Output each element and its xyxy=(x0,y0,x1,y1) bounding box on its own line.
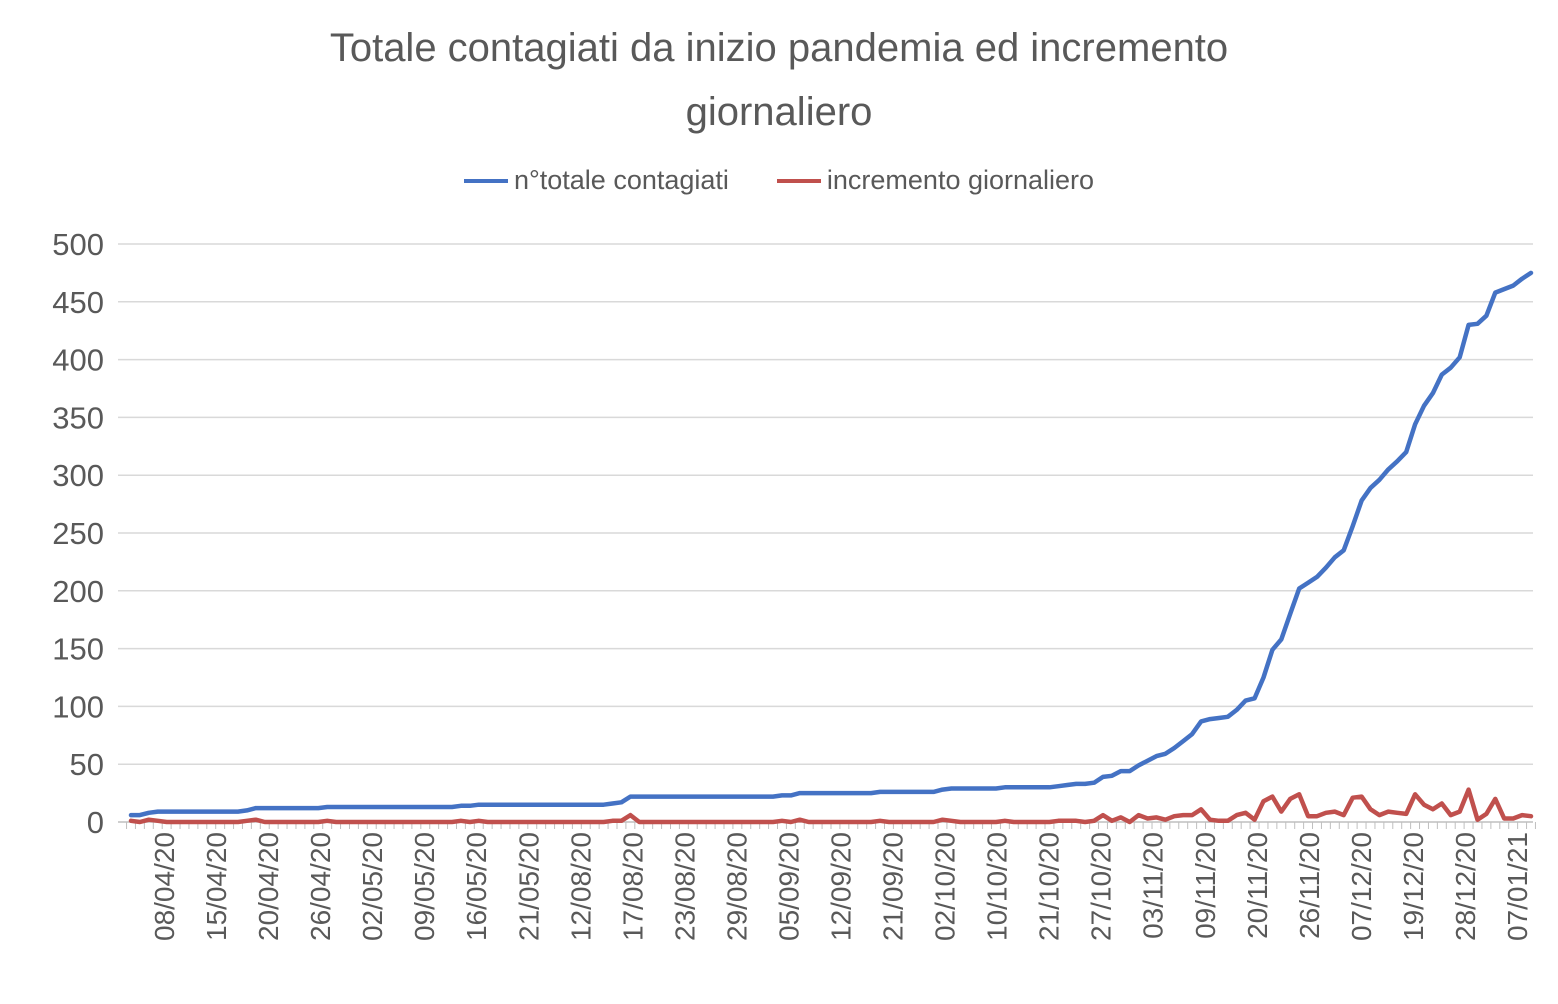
y-tick-label: 50 xyxy=(70,747,104,782)
x-tick-label: 07/01/21 xyxy=(1502,832,1533,941)
x-tick-label: 03/11/20 xyxy=(1138,832,1169,939)
legend-swatch-blue xyxy=(463,178,508,183)
x-tick-label: 26/04/20 xyxy=(305,832,336,941)
x-tick-label: 20/11/20 xyxy=(1242,832,1273,939)
x-tick-label: 02/05/20 xyxy=(357,832,388,941)
x-tick-label: 02/10/20 xyxy=(930,832,961,941)
x-tick-label: 26/11/20 xyxy=(1294,832,1325,939)
x-tick-label: 20/04/20 xyxy=(253,832,284,941)
legend-label-totale: n°totale contagiati xyxy=(513,165,729,195)
x-tick-label: 09/05/20 xyxy=(409,832,440,941)
series-line-incremento-giornaliero xyxy=(128,787,1534,825)
y-tick-label: 100 xyxy=(52,689,104,724)
x-tick-label: 23/08/20 xyxy=(669,832,700,941)
x-tick-label: 08/04/20 xyxy=(149,832,180,941)
series-line-totale-contagiati xyxy=(128,270,1534,818)
legend-label-incremento: incremento giornaliero xyxy=(826,165,1095,195)
x-tick-label: 29/08/20 xyxy=(721,832,752,941)
x-tick-label: 12/09/20 xyxy=(826,832,857,941)
y-tick-label: 150 xyxy=(52,632,104,667)
legend-swatch-red xyxy=(776,178,821,183)
legend: n°totale contagiati incremento giornalie… xyxy=(0,165,1558,196)
x-tick-label: 07/12/20 xyxy=(1346,832,1377,941)
x-tick-label: 27/10/20 xyxy=(1086,832,1117,941)
y-tick-label: 0 xyxy=(87,805,104,840)
x-tick-label: 16/05/20 xyxy=(461,832,492,941)
x-tick-label: 19/12/20 xyxy=(1398,832,1429,941)
y-tick-label: 400 xyxy=(52,343,104,378)
x-tick-label: 21/10/20 xyxy=(1034,832,1065,941)
y-tick-label: 350 xyxy=(52,400,104,435)
legend-item-incremento: incremento giornaliero xyxy=(776,165,1095,196)
y-tick-label: 300 xyxy=(52,458,104,493)
x-tick-label: 10/10/20 xyxy=(982,832,1013,941)
x-tick-label: 12/08/20 xyxy=(565,832,596,941)
legend-item-totale: n°totale contagiati xyxy=(463,165,729,196)
y-tick-label: 200 xyxy=(52,574,104,609)
x-tick-label: 21/09/20 xyxy=(878,832,909,941)
chart-title-line-1: Totale contagiati da inizio pandemia ed … xyxy=(329,26,1229,70)
x-tick-label: 09/11/20 xyxy=(1190,832,1221,939)
x-tick-label: 15/04/20 xyxy=(201,832,232,941)
y-tick-label: 450 xyxy=(52,285,104,320)
x-tick-label: 28/12/20 xyxy=(1450,832,1481,941)
chart-title-line-2: giornaliero xyxy=(685,90,873,134)
y-tick-label: 250 xyxy=(52,516,104,551)
y-tick-label: 500 xyxy=(52,227,104,262)
x-tick-label: 21/05/20 xyxy=(513,832,544,941)
x-tick-label: 05/09/20 xyxy=(773,832,804,941)
x-tick-label: 17/08/20 xyxy=(617,832,648,941)
